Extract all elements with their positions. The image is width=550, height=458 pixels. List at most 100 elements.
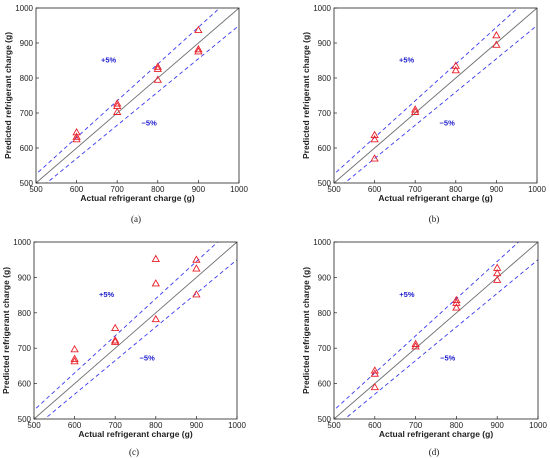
data-point <box>452 298 461 306</box>
panel-caption: (d) <box>429 447 440 457</box>
y-tick-label: 900 <box>318 39 332 48</box>
data-point <box>111 336 120 344</box>
x-tick-label: 500 <box>327 185 341 194</box>
x-tick-label: 800 <box>450 421 464 430</box>
y-axis-label: Predicted refrigerant charge (g) <box>301 267 311 394</box>
x-tick-label: 800 <box>151 185 165 194</box>
panel-caption: (c) <box>129 447 139 457</box>
y-tick-label: 700 <box>20 109 34 118</box>
axes-frame <box>333 7 538 184</box>
plus-5-percent-label: +5% <box>399 55 415 64</box>
data-point <box>411 339 420 347</box>
data-point <box>194 44 203 53</box>
x-tick-label: 600 <box>368 185 382 194</box>
y-tick-label: 800 <box>318 309 332 318</box>
x-tick-label: 900 <box>192 185 206 194</box>
data-point <box>70 356 79 365</box>
data-point <box>370 134 379 143</box>
data-point <box>70 354 79 362</box>
data-point <box>70 344 79 353</box>
y-tick-label: 600 <box>318 144 332 153</box>
identity-line <box>36 8 239 183</box>
data-point <box>113 99 122 107</box>
x-tick-label: 500 <box>27 421 41 430</box>
x-tick-label: 700 <box>409 421 423 430</box>
y-tick-label: 900 <box>318 273 332 282</box>
data-point <box>111 323 120 332</box>
data-point <box>451 61 460 69</box>
y-tick-label: 700 <box>318 109 332 118</box>
axes-frame <box>333 241 539 420</box>
chart-panel-4: 500 600 700 800 900 1000 500 600 700 800 900 1000 Ac… <box>301 238 547 457</box>
y-tick-label: 500 <box>20 179 34 188</box>
x-axis-label: Actual refrigerant charge (g) <box>378 193 492 203</box>
y-tick-label: 500 <box>318 415 332 424</box>
x-tick-label: 600 <box>368 421 382 430</box>
x-axis-label: Actual refrigerant charge (g) <box>80 193 194 203</box>
data-point <box>192 290 201 298</box>
y-axis-label: Predicted refrigerant charge (g) <box>1 267 11 394</box>
data-point <box>113 107 122 115</box>
minus-5-percent-line <box>343 25 537 183</box>
x-tick-label: 1000 <box>228 421 246 430</box>
y-tick-label: 1000 <box>13 238 31 247</box>
data-point <box>72 127 81 136</box>
y-tick-label: 500 <box>18 415 32 424</box>
x-tick-label: 800 <box>449 185 463 194</box>
data-point <box>153 75 162 83</box>
data-point <box>370 366 379 374</box>
chart-panel-2: 500 600 700 800 900 1000 500 600 700 800 900 1000 Ac… <box>301 4 546 224</box>
identity-line <box>334 242 538 419</box>
x-tick-label: 700 <box>409 185 423 194</box>
plus-5-percent-line <box>334 242 520 411</box>
minus-5-percent-label: −5% <box>142 118 158 127</box>
panel-caption: (b) <box>429 214 440 224</box>
y-tick-label: 700 <box>318 344 332 353</box>
y-tick-label: 900 <box>18 273 32 282</box>
x-tick-label: 1000 <box>529 421 547 430</box>
data-point <box>194 25 203 34</box>
data-point <box>411 342 420 350</box>
x-tick-label: 1000 <box>528 185 546 194</box>
minus-5-percent-line <box>43 259 237 419</box>
plus-5-percent-label: +5% <box>399 290 415 299</box>
axes-frame <box>35 7 240 184</box>
minus-5-percent-label: −5% <box>140 354 156 363</box>
plus-5-percent-line <box>334 8 519 175</box>
y-tick-label: 600 <box>18 380 32 389</box>
identity-line <box>334 8 537 183</box>
y-axis-label: Predicted refrigerant charge (g) <box>301 32 311 159</box>
x-tick-label: 1000 <box>230 185 248 194</box>
x-axis-label: Actual refrigerant charge (g) <box>78 429 192 439</box>
data-point <box>151 254 160 262</box>
x-tick-label: 900 <box>190 421 204 430</box>
reference-lines <box>36 8 239 183</box>
reference-lines <box>334 242 538 419</box>
data-point <box>411 105 420 113</box>
x-axis-label: Actual refrigerant charge (g) <box>379 429 493 439</box>
y-tick-label: 1000 <box>15 4 33 13</box>
data-point <box>151 279 160 287</box>
plus-5-percent-line <box>34 242 219 411</box>
data-point <box>492 30 501 39</box>
data-point <box>370 382 379 391</box>
chart-panel-1: 500 600 700 800 900 1000 500 600 700 800 900 1000 Ac… <box>3 4 248 224</box>
y-tick-label: 1000 <box>313 238 331 247</box>
reference-lines <box>34 242 237 419</box>
plus-5-percent-label: +5% <box>99 290 115 299</box>
panel-caption: (a) <box>131 214 141 224</box>
plus-5-percent-line <box>36 8 221 175</box>
y-tick-label: 500 <box>318 179 332 188</box>
data-point <box>493 275 502 283</box>
x-tick-label: 900 <box>491 421 505 430</box>
y-tick-label: 700 <box>18 344 32 353</box>
data-point <box>370 154 379 162</box>
y-tick-label: 600 <box>20 144 34 153</box>
y-tick-label: 800 <box>20 74 34 83</box>
minus-5-percent-line <box>45 25 239 183</box>
data-point <box>111 337 120 345</box>
axes-frame <box>33 241 238 420</box>
x-tick-label: 900 <box>490 185 504 194</box>
reference-lines <box>334 8 537 183</box>
